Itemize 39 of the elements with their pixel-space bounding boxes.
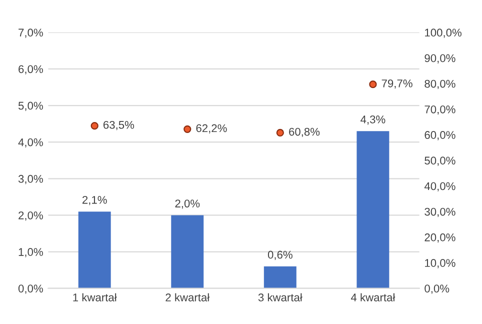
y-tick-label: 2,0% bbox=[18, 211, 43, 221]
point bbox=[276, 128, 284, 137]
y2-tick-label: 0,0% bbox=[424, 284, 450, 294]
data-label: 62,2% bbox=[196, 124, 227, 134]
y2-tick-label: 80,0% bbox=[424, 80, 456, 90]
data-label: 2,1% bbox=[82, 196, 107, 206]
x-tick-label: 3 kwartał bbox=[258, 293, 302, 302]
y2-tick-label: 100,0% bbox=[425, 28, 462, 38]
data-label: 60,8% bbox=[289, 128, 320, 138]
point bbox=[369, 80, 377, 88]
y2-tick-label: 50,0% bbox=[424, 156, 456, 166]
y2-tick-label: 30,0% bbox=[424, 208, 456, 218]
data-label: 0,6% bbox=[268, 250, 292, 260]
bar bbox=[171, 215, 204, 288]
y2-tick-label: 90,0% bbox=[424, 54, 456, 64]
y2-tick-label: 70,0% bbox=[424, 105, 456, 115]
y-tick-label: 1,0% bbox=[18, 248, 43, 258]
y-tick-label: 5,0% bbox=[18, 102, 43, 111]
y-tick-label: 0,0% bbox=[18, 284, 43, 294]
bar bbox=[356, 131, 390, 288]
y2-tick-label: 20,0% bbox=[424, 233, 456, 243]
bar bbox=[78, 212, 111, 288]
y2-tick-label: 60,0% bbox=[424, 131, 456, 140]
x-tick-label: 2 kwartał bbox=[166, 293, 210, 302]
data-label: 4,3% bbox=[360, 116, 386, 125]
y-tick-label: 7,0% bbox=[18, 28, 43, 38]
y-tick-label: 3,0% bbox=[18, 174, 43, 184]
bar bbox=[264, 266, 296, 288]
y2-tick-label: 40,0% bbox=[424, 182, 456, 192]
data-label: 79,7% bbox=[382, 79, 412, 89]
data-label: 63,5% bbox=[103, 120, 134, 130]
y2-tick-label: 10,0% bbox=[425, 259, 456, 268]
point bbox=[184, 125, 192, 133]
y-tick-label: 4,0% bbox=[18, 138, 43, 148]
y-tick-label: 6,0% bbox=[18, 65, 43, 74]
x-tick-label: 4 kwartał bbox=[350, 293, 396, 302]
point bbox=[90, 122, 98, 130]
data-label: 2,0% bbox=[175, 200, 200, 209]
x-tick-label: 1 kwartał bbox=[73, 293, 117, 302]
